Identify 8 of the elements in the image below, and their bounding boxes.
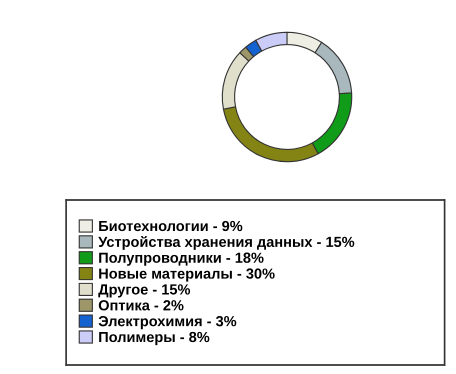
legend-label: Полупроводники - 18% — [99, 252, 264, 266]
legend-label: Биотехнологии - 9% — [99, 220, 242, 232]
legend-label: Новые материалы - 30% — [99, 268, 275, 282]
legend-label: Другое - 15% — [98, 284, 190, 298]
legend-label: Электрохимия - 3% — [98, 316, 236, 330]
legend-label: Устройства хранения данных - 15% — [98, 236, 354, 250]
legend-label: Оптика - 2% — [98, 300, 184, 310]
legend-label: Полимеры - 8% — [99, 332, 210, 346]
